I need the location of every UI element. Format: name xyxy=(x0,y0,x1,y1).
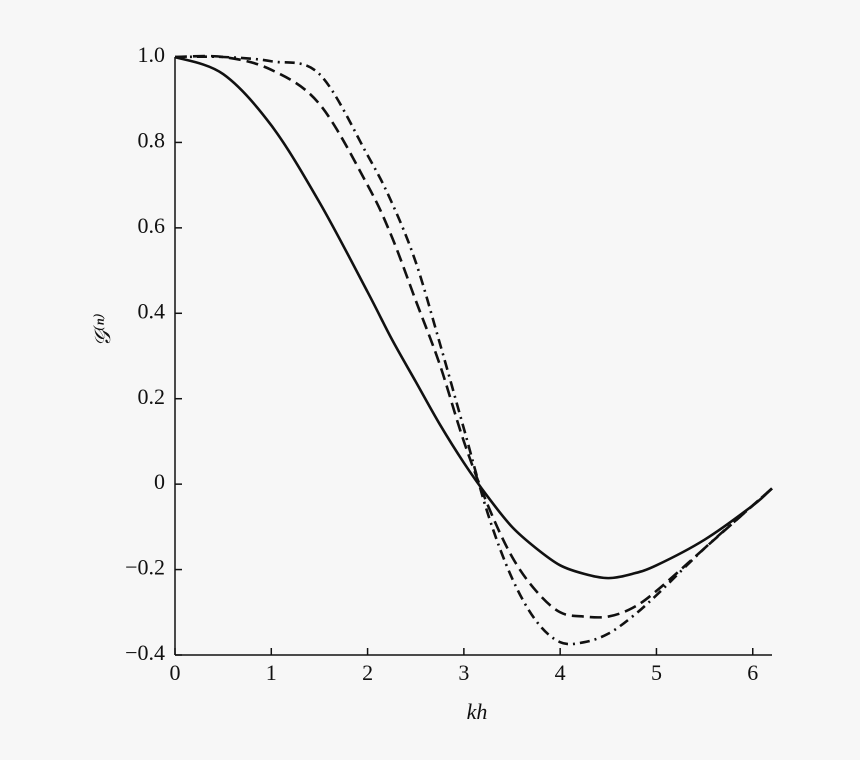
x-tick-label: 5 xyxy=(651,660,662,685)
x-axis-label: kh xyxy=(467,699,488,724)
y-axis-label: 𝒢⁽ⁿ⁾ xyxy=(90,313,115,346)
y-tick-label: 0.8 xyxy=(138,127,166,152)
y-tick-label: 0.6 xyxy=(138,213,166,238)
x-tick-label: 3 xyxy=(458,660,469,685)
y-tick-label: 0.2 xyxy=(138,384,166,409)
line xyxy=(174,54,773,619)
x-tick-label: 2 xyxy=(362,660,373,685)
line xyxy=(174,55,773,646)
line xyxy=(174,55,773,580)
y-tick-label: 1.0 xyxy=(138,42,166,67)
y-tick-label: 0 xyxy=(154,469,165,494)
x-tick-label: 6 xyxy=(747,660,758,685)
x-tick-label: 1 xyxy=(266,660,277,685)
x-tick-label: 0 xyxy=(170,660,181,685)
y-tick-label: −0.2 xyxy=(125,555,165,580)
y-tick-label: −0.4 xyxy=(125,640,165,665)
x-tick-label: 4 xyxy=(555,660,566,685)
y-tick-label: 0.4 xyxy=(138,298,166,323)
